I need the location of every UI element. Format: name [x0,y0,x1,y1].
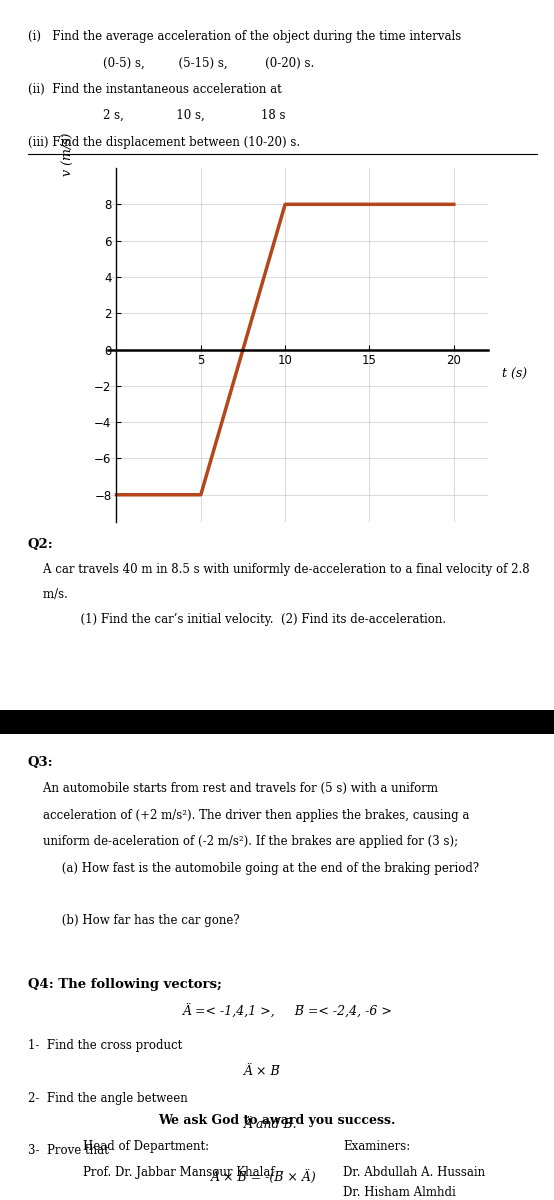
Text: An automobile starts from rest and travels for (5 s) with a uniform: An automobile starts from rest and trave… [28,782,438,796]
Bar [0,734,554,1200]
Y-axis label: v (m/s): v (m/s) [61,132,74,175]
Text: 2 s,              10 s,               18 s: 2 s, 10 s, 18 s [28,109,285,122]
Text: Q2:: Q2: [28,538,53,551]
Text: (iii) Find the displacement between (10-20) s.: (iii) Find the displacement between (10-… [28,136,300,149]
Text: Head of Department:: Head of Department: [83,1140,209,1153]
X-axis label: t (s): t (s) [501,368,527,382]
Text: (ii)  Find the instantaneous acceleration at: (ii) Find the instantaneous acceleration… [28,83,281,96]
Text: 1-  Find the cross product: 1- Find the cross product [28,1039,182,1051]
Text: Dr. Hisham Almhdi: Dr. Hisham Almhdi [343,1186,456,1199]
Text: (b) How far has the car gone?: (b) How far has the car gone? [28,914,239,928]
Text: Q4: The following vectors;: Q4: The following vectors; [28,978,222,991]
Text: Ä =< -1,4,1 >,     B̅ =< -2,4, -6 >: Ä =< -1,4,1 >, B̅ =< -2,4, -6 > [183,1004,393,1019]
Text: Q3:: Q3: [28,756,53,769]
Text: uniform de-aceleration of (-2 m/s²). If the brakes are applied for (3 s);: uniform de-aceleration of (-2 m/s²). If … [28,835,458,848]
Text: A car travels 40 m in 8.5 s with uniformly de-acceleration to a final velocity o: A car travels 40 m in 8.5 s with uniform… [28,563,529,576]
Text: Examiners:: Examiners: [343,1140,411,1153]
Text: 2-  Find the angle between: 2- Find the angle between [28,1092,187,1104]
Text: We ask God to award you success.: We ask God to award you success. [158,1114,396,1127]
Text: (a) How fast is the automobile going at the end of the braking period?: (a) How fast is the automobile going at … [28,862,479,875]
Text: (0-5) s,         (5-15) s,          (0-20) s.: (0-5) s, (5-15) s, (0-20) s. [28,56,314,70]
Bar [0,710,554,734]
Text: Ä × B̅: Ä × B̅ [244,1066,280,1078]
Text: 3-  Prove that: 3- Prove that [28,1145,109,1157]
Text: Ä × B̅ = -(B̅ × Ä): Ä × B̅ = -(B̅ × Ä) [211,1171,316,1184]
Text: (i)   Find the average acceleration of the object during the time intervals: (i) Find the average acceleration of the… [28,30,461,43]
Text: (1) Find the car’s initial velocity.  (2) Find its de-acceleration.: (1) Find the car’s initial velocity. (2)… [28,613,446,626]
Text: Ä and B̅.: Ä and B̅. [244,1118,297,1130]
Text: Dr. Abdullah A. Hussain: Dr. Abdullah A. Hussain [343,1166,486,1180]
Text: m/s.: m/s. [28,588,68,601]
Text: acceleration of (+2 m/s²). The driver then applies the brakes, causing a: acceleration of (+2 m/s²). The driver th… [28,809,469,822]
Text: Prof. Dr. Jabbar Mansour Khalaf: Prof. Dr. Jabbar Mansour Khalaf [83,1166,275,1180]
